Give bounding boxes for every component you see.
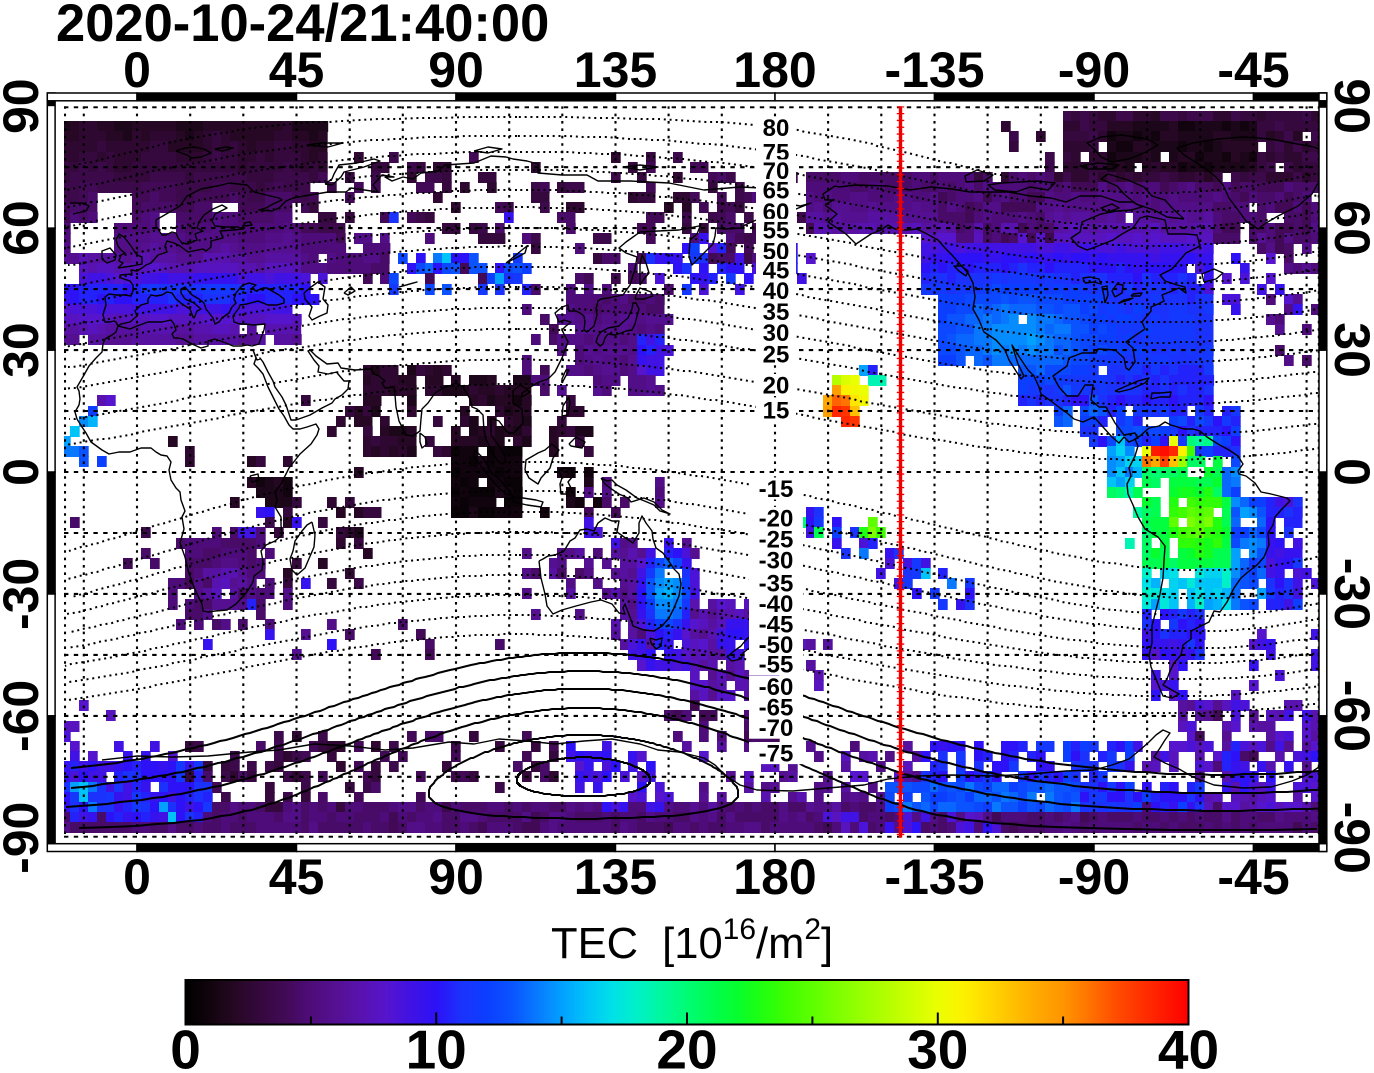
svg-text:0: 0: [123, 849, 151, 905]
svg-text:0: 0: [123, 42, 151, 98]
svg-text:TEC [1016/m2]: TEC [1016/m2]: [551, 913, 833, 968]
svg-text:0: 0: [1324, 458, 1374, 486]
svg-text:-75: -75: [759, 741, 794, 768]
svg-text:15: 15: [763, 398, 790, 425]
svg-text:80: 80: [763, 115, 790, 142]
svg-text:-55: -55: [759, 652, 794, 679]
svg-text:45: 45: [269, 849, 325, 905]
svg-text:10: 10: [406, 1019, 467, 1073]
svg-text:30: 30: [1324, 322, 1374, 378]
svg-text:90: 90: [428, 42, 484, 98]
svg-text:-30: -30: [0, 558, 49, 630]
svg-text:90: 90: [1324, 78, 1374, 134]
svg-text:180: 180: [733, 849, 816, 905]
svg-text:135: 135: [574, 42, 657, 98]
svg-text:-30: -30: [1324, 558, 1374, 630]
svg-text:55: 55: [763, 217, 790, 244]
svg-text:30: 30: [907, 1019, 968, 1073]
svg-text:-30: -30: [759, 547, 794, 574]
svg-text:30: 30: [0, 322, 49, 378]
svg-text:20: 20: [656, 1019, 717, 1073]
svg-text:60: 60: [0, 200, 49, 256]
svg-text:-15: -15: [759, 476, 794, 503]
svg-text:135: 135: [574, 849, 657, 905]
svg-text:180: 180: [733, 42, 816, 98]
svg-text:-45: -45: [1217, 42, 1289, 98]
svg-text:90: 90: [0, 78, 49, 134]
svg-text:0: 0: [0, 458, 49, 486]
svg-text:30: 30: [763, 320, 790, 347]
svg-text:45: 45: [269, 42, 325, 98]
svg-text:40: 40: [1158, 1019, 1219, 1073]
svg-text:60: 60: [1324, 200, 1374, 256]
svg-text:-135: -135: [884, 849, 984, 905]
svg-text:20: 20: [763, 373, 790, 400]
svg-text:-90: -90: [1324, 802, 1374, 874]
svg-text:-60: -60: [0, 680, 49, 752]
svg-text:-45: -45: [1217, 849, 1289, 905]
svg-text:25: 25: [763, 342, 790, 369]
svg-text:65: 65: [763, 178, 790, 205]
svg-text:2020-10-24/21:40:00: 2020-10-24/21:40:00: [56, 0, 549, 53]
svg-text:0: 0: [170, 1019, 201, 1073]
svg-text:-90: -90: [1058, 849, 1130, 905]
svg-text:-20: -20: [759, 505, 794, 532]
svg-text:-90: -90: [1058, 42, 1130, 98]
svg-text:-60: -60: [1324, 680, 1374, 752]
svg-text:-70: -70: [759, 715, 794, 742]
svg-text:90: 90: [428, 849, 484, 905]
svg-text:35: 35: [763, 299, 790, 326]
svg-text:-135: -135: [884, 42, 984, 98]
svg-text:-90: -90: [0, 802, 49, 874]
